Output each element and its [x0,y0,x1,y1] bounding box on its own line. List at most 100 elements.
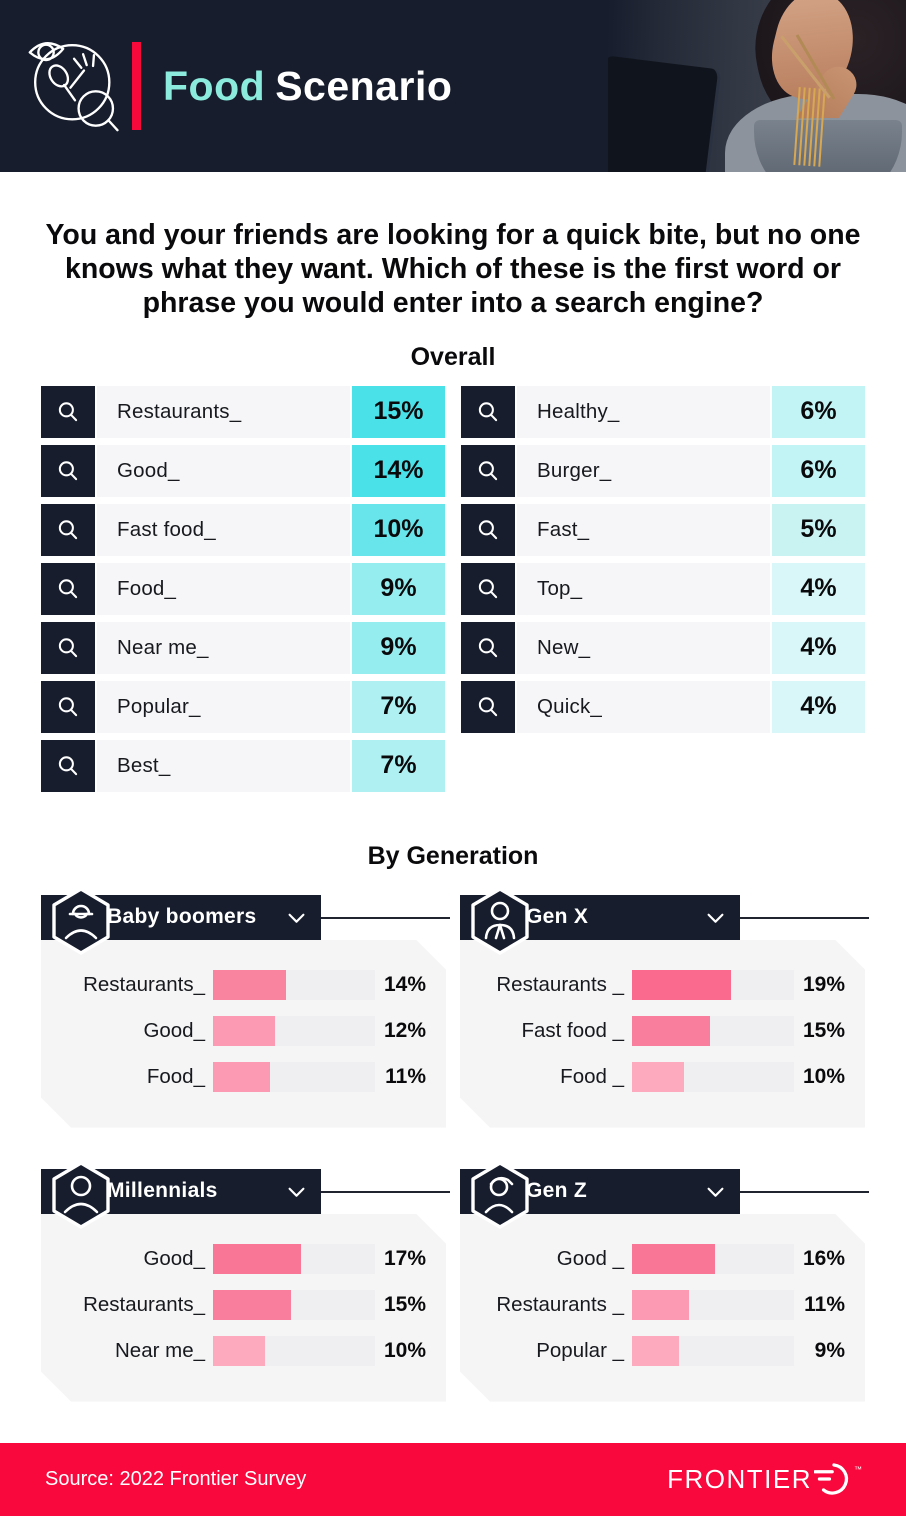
bar-label: Food_ [146,1064,205,1088]
chevron-down-icon[interactable] [707,1187,724,1198]
panel-body: Good _ 16% Restaurants _ 11% Popular _ 9… [460,1214,865,1402]
bar-track [213,1290,375,1320]
search-icon [41,621,95,674]
search-icon [41,739,95,792]
search-term-label: Top_ [517,562,770,615]
search-term-value: 7% [352,680,445,733]
bar-fill [213,970,286,1000]
generation-panel-gen-z: Gen Z Good _ 16% [460,1160,869,1402]
bar-value: 17% [383,1246,426,1270]
search-icon [41,680,95,733]
generation-name: Millennials [107,1179,218,1203]
bar-value: 10% [802,1064,845,1088]
generation-name: Baby boomers [107,905,257,929]
by-generation-section: Baby boomers Restaurants_ [41,886,869,1402]
search-term-value: 7% [352,739,445,792]
search-icon [461,621,515,674]
bar-row: Restaurants _ 11% [472,1290,851,1320]
bar-fill [632,1244,715,1274]
red-divider [132,42,141,130]
bar-fill [213,1244,301,1274]
panel-header: Baby boomers [41,886,450,955]
search-term-row: Food_ 9% [41,562,445,615]
title-accent: Food [163,62,266,109]
search-term-row: Quick_ 4% [461,680,865,733]
search-term-label: Fast food_ [97,503,350,556]
brand-name: FRONTIER [667,1464,812,1494]
search-term-label: Popular_ [97,680,350,733]
search-term-value: 4% [772,680,865,733]
search-term-label: Healthy_ [517,385,770,438]
search-term-label: Good_ [97,444,350,497]
search-icon [461,503,515,556]
bar-fill [213,1062,270,1092]
bar-value: 19% [802,972,845,996]
search-term-value: 6% [772,385,865,438]
connector-line [321,1190,450,1193]
bar-row: Food _ 10% [472,1062,851,1092]
overall-heading: Overall [410,342,496,371]
bar-label: Good _ [556,1246,624,1270]
question-text: You and your friends are looking for a q… [45,219,861,320]
search-term-row: Fast_ 5% [461,503,865,556]
search-icon [41,503,95,556]
chevron-down-icon[interactable] [288,1187,305,1198]
search-term-label: Food_ [97,562,350,615]
bar-track [213,1336,375,1366]
search-term-value: 15% [352,385,445,438]
search-term-label: Fast_ [517,503,770,556]
bar-value: 9% [814,1338,845,1362]
bar-track [632,970,794,1000]
bar-track [213,970,375,1000]
page-title: Food Scenario [163,63,452,110]
search-term-row: Fast food_ 10% [41,503,445,556]
bar-fill [632,1016,710,1046]
overall-left-column: Restaurants_ 15% Good_ 14% Fast food_ 10… [41,385,445,792]
bar-fill [213,1290,291,1320]
search-term-value: 10% [352,503,445,556]
search-term-row: Near me_ 9% [41,621,445,674]
chevron-down-icon[interactable] [288,913,305,924]
food-search-icon [18,28,122,144]
panel-header: Gen Z [460,1160,869,1229]
trademark-symbol: ™ [854,1465,862,1474]
bar-value: 15% [802,1018,845,1042]
panel-body: Restaurants_ 14% Good_ 12% Food_ 11% [41,940,446,1128]
generation-panel-gen-x: Gen X Restaurants _ 19% [460,886,869,1128]
chevron-down-icon[interactable] [707,913,724,924]
bar-value: 12% [383,1018,426,1042]
search-term-row: New_ 4% [461,621,865,674]
search-icon [461,444,515,497]
search-term-value: 9% [352,562,445,615]
connector-line [740,916,869,919]
frontier-brand: FRONTIER ™ [667,1461,862,1498]
connector-line [321,916,450,919]
bar-row: Fast food _ 15% [472,1016,851,1046]
baby-boomers-icon [49,886,113,956]
bar-label: Near me_ [114,1338,205,1362]
search-icon [41,562,95,615]
panel-header: Millennials [41,1160,450,1229]
gen-x-icon [468,886,532,956]
search-term-label: New_ [517,621,770,674]
bar-row: Near me_ 10% [53,1336,432,1366]
bar-track [632,1290,794,1320]
bar-value: 16% [802,1246,845,1270]
bar-fill [632,970,731,1000]
header: Food Scenario [0,0,906,172]
generation-name: Gen Z [526,1179,588,1203]
bar-row: Restaurants_ 14% [53,970,432,1000]
search-term-row: Burger_ 6% [461,444,865,497]
connector-line [740,1190,869,1193]
bar-label: Food _ [560,1064,624,1088]
search-icon [41,444,95,497]
bar-value: 14% [383,972,426,996]
bar-label: Popular _ [536,1338,624,1362]
bar-row: Food_ 11% [53,1062,432,1092]
bar-label: Good_ [143,1018,205,1042]
bar-value: 10% [383,1338,426,1362]
bar-row: Good_ 17% [53,1244,432,1274]
generation-name: Gen X [526,905,589,929]
bar-fill [632,1290,689,1320]
